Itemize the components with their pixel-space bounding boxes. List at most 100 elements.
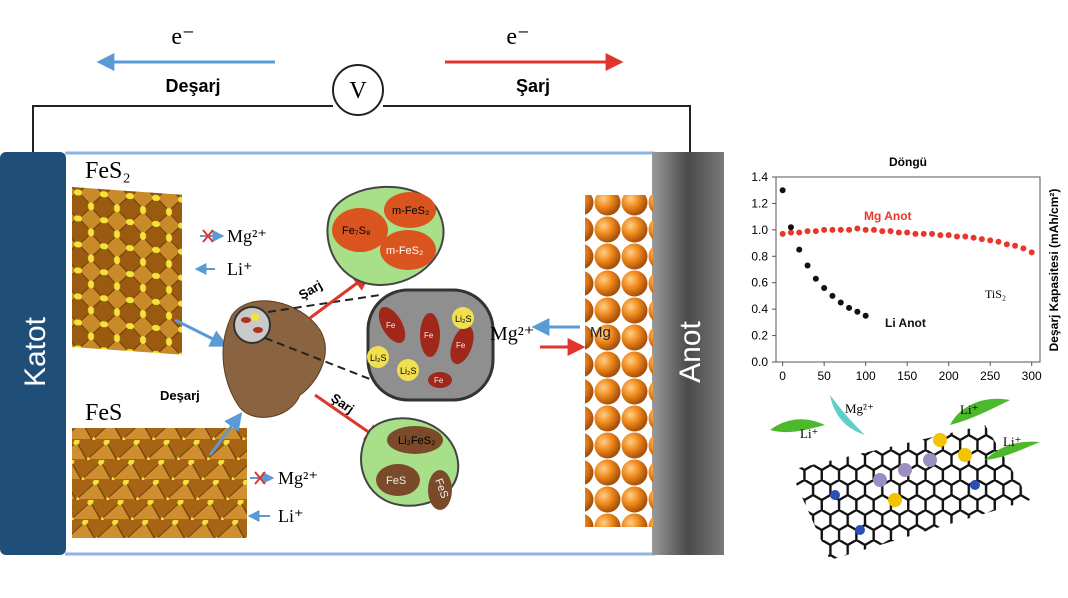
data-point [829, 226, 836, 233]
data-point [812, 275, 819, 282]
data-point [837, 226, 844, 233]
y-tick-label: 1.0 [751, 223, 768, 237]
y-tick-label: 0.4 [751, 302, 768, 316]
data-point [787, 224, 794, 231]
data-point [887, 228, 894, 235]
data-point [804, 228, 811, 235]
ion-label: Li⁺ [960, 402, 978, 417]
data-point [912, 230, 919, 237]
chart-title: Döngü [889, 155, 927, 169]
anode-metal-label: Mg [590, 324, 611, 341]
x-tick-label: 100 [856, 369, 876, 383]
data-point [1012, 242, 1019, 249]
data-point [854, 308, 861, 315]
ion-label: Mg²⁺ [490, 323, 534, 345]
data-point [804, 262, 811, 269]
y-tick-label: 0.2 [751, 329, 768, 343]
annotation: Mg Anot [864, 209, 912, 223]
cathode-label: Katot [19, 316, 52, 387]
data-point [995, 238, 1002, 245]
x-tick-label: 200 [939, 369, 959, 383]
x-tick-label: 50 [817, 369, 831, 383]
data-point [837, 299, 844, 306]
data-point [929, 230, 936, 237]
particle-label: m-FeS₂ [386, 245, 423, 257]
ion-label: Li⁺ [227, 259, 253, 279]
data-point [796, 229, 803, 236]
ion-label: Li⁺ [1003, 434, 1021, 449]
data-point [879, 228, 886, 235]
data-point [787, 229, 794, 236]
particle-label: Fe₇S₈ [342, 225, 371, 237]
particle-label: Li₂FeS₂ [398, 435, 435, 447]
particle-label: Fe [434, 376, 444, 385]
data-point [812, 228, 819, 235]
data-point [904, 229, 911, 236]
data-point [829, 292, 836, 299]
data-point [1028, 249, 1035, 256]
y-tick-label: 0.0 [751, 355, 768, 369]
x-tick-label: 150 [897, 369, 917, 383]
data-point [821, 285, 828, 291]
data-point [920, 230, 927, 237]
data-point [862, 226, 869, 233]
annotation: Li Anot [885, 316, 926, 330]
data-point [821, 226, 828, 233]
electron-label: e⁻ [171, 24, 194, 50]
data-point [987, 237, 994, 244]
particle-label: Li₂S [370, 353, 387, 363]
x-tick-label: 300 [1022, 369, 1042, 383]
material-label: FeS₂ [85, 158, 131, 184]
data-point [962, 233, 969, 240]
y-tick-label: 1.2 [751, 196, 768, 210]
ion-label: Mg²⁺ [227, 226, 267, 246]
particle-label: Fe [424, 331, 434, 340]
annotation: TiS₂ [985, 287, 1006, 301]
electron-label: e⁻ [506, 24, 529, 50]
y-axis-label: Deşarj Kapasitesi (mAh/cm²) [1047, 189, 1061, 352]
x-tick-label: 0 [779, 369, 786, 383]
particle-label: Li₂S [400, 366, 417, 376]
particle-label: FeS [386, 475, 406, 487]
graphene-sheet [770, 395, 1040, 560]
data-point [779, 187, 786, 194]
data-point [953, 233, 960, 240]
data-point [779, 230, 786, 237]
data-point [1003, 241, 1010, 248]
data-point [937, 232, 944, 239]
discharge-label: Deşarj [165, 76, 220, 96]
anode-label: Anot [674, 320, 707, 382]
y-tick-label: 1.4 [751, 170, 768, 184]
data-point [846, 226, 853, 233]
chart: Döngü Deşarj Kapasitesi (mAh/cm²) Mg Ano… [751, 155, 1061, 383]
cell [0, 151, 724, 556]
ion-label: Li⁺ [278, 506, 304, 526]
y-tick-label: 0.8 [751, 249, 768, 263]
circuit [32, 53, 691, 152]
y-tick-label: 0.6 [751, 276, 768, 290]
charge-label: Şarj [516, 76, 550, 96]
x-tick-label: 250 [980, 369, 1000, 383]
data-point [862, 312, 869, 319]
particle-label: Fe [386, 321, 396, 330]
particle-label: Li₂S [455, 314, 472, 324]
data-point [1020, 245, 1027, 252]
ion-label: Mg²⁺ [278, 468, 318, 488]
data-point [854, 225, 861, 232]
plot-frame [775, 176, 1041, 363]
process-label: Deşarj [160, 388, 200, 403]
particle-label: Fe [456, 341, 466, 350]
ion-label: Li⁺ [800, 426, 818, 441]
data-point [846, 304, 853, 311]
voltmeter-label: V [349, 78, 367, 104]
ion-label: Mg²⁺ [845, 401, 874, 416]
data-point [796, 246, 803, 253]
particle-label: m-FeS₂ [392, 205, 429, 217]
data-point [970, 234, 977, 241]
material-label: FeS [85, 400, 122, 426]
data-point [978, 236, 985, 243]
data-point [895, 229, 902, 236]
data-point [870, 226, 877, 233]
